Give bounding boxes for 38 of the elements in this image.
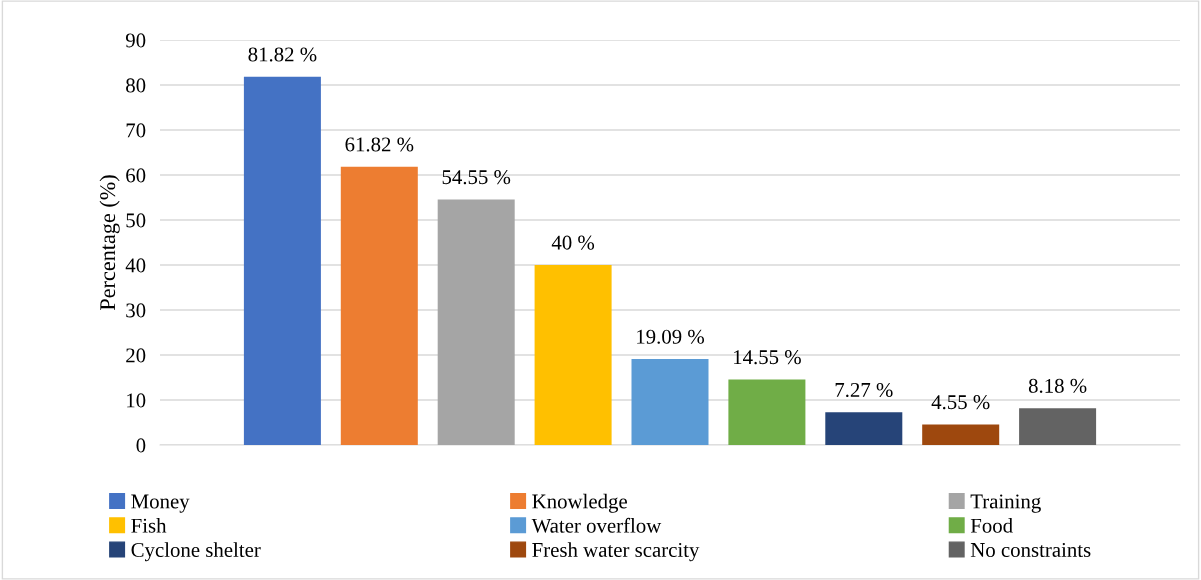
legend-label: Cyclone shelter (131, 542, 261, 562)
data-label: 7.27 % (835, 382, 893, 398)
bar (825, 412, 903, 445)
y-tick-label: 90 (125, 33, 146, 48)
legend-label: Food (970, 518, 1013, 533)
y-axis-title: Percentage (%) (99, 175, 120, 311)
legend-label: Training (970, 494, 1041, 513)
y-tick-label: 60 (126, 168, 146, 183)
y-tick-label: 20 (126, 348, 146, 363)
bar (1019, 408, 1097, 445)
bar (340, 166, 418, 445)
legend-label: Water overflow (531, 517, 662, 533)
y-tick-label: 40 (125, 258, 146, 273)
legend-label: Fish (131, 518, 167, 533)
data-label: 61.82 % (345, 137, 414, 152)
data-label: 40 % (551, 235, 595, 250)
data-label: 8.18 % (1028, 378, 1087, 393)
y-tick-label: 10 (127, 393, 146, 408)
data-label: 54.55 % (442, 170, 511, 185)
y-tick-label: 30 (126, 303, 146, 318)
data-label: 81.82 % (248, 47, 317, 62)
y-tick-label: 50 (126, 213, 146, 228)
bar (631, 359, 709, 445)
legend-label: Fresh water scarcity (532, 542, 700, 562)
bar (243, 76, 321, 445)
legend-label: Knowledge (532, 493, 627, 513)
bar (728, 379, 806, 445)
y-tick-label: 70 (126, 123, 146, 138)
bar (534, 265, 612, 445)
data-label: 4.55 % (931, 395, 990, 410)
bar (922, 424, 1000, 445)
data-label: 19.09 % (637, 329, 705, 344)
y-tick-label: 0 (136, 438, 146, 453)
data-label: 14.55 % (734, 350, 801, 365)
legend-label: Money (131, 494, 190, 513)
y-tick-label: 80 (126, 78, 146, 93)
legend-label: No constraints (970, 542, 1091, 557)
bar (437, 199, 515, 445)
